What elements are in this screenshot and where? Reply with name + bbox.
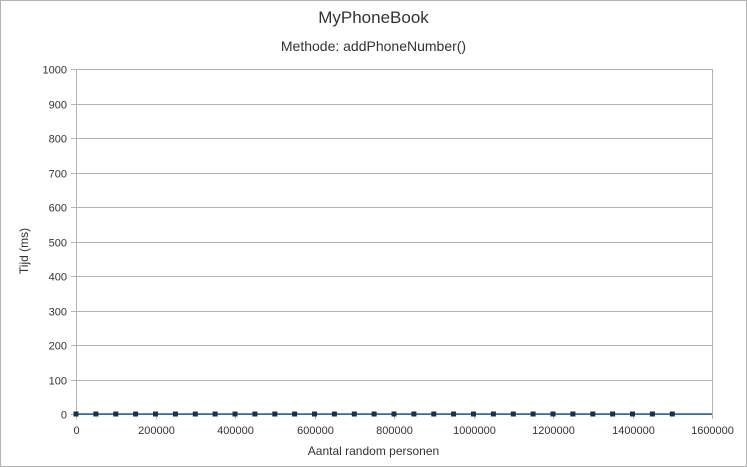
x-tick-label: 200000 <box>138 425 175 437</box>
data-point <box>331 411 337 417</box>
y-tick-label: 0 <box>61 410 67 422</box>
data-point <box>530 411 536 417</box>
y-tick-label: 700 <box>49 169 67 181</box>
series-group <box>73 411 712 417</box>
x-tick-label: 1200000 <box>532 425 575 437</box>
data-point <box>471 411 476 417</box>
x-tick-label: 600000 <box>297 425 334 437</box>
data-point <box>312 411 317 417</box>
y-tick-label: 200 <box>49 341 67 353</box>
data-point <box>252 411 258 417</box>
x-tick-label: 400000 <box>217 425 254 437</box>
data-point <box>292 411 298 417</box>
data-point <box>490 411 496 417</box>
x-tick-labels: 0 200000 400000 600000 800000 1000000 1200000 1… <box>73 425 733 437</box>
x-tick-label: 0 <box>73 425 79 437</box>
data-point <box>610 411 616 417</box>
data-point <box>391 411 397 417</box>
data-point <box>550 411 556 417</box>
axes <box>71 69 713 419</box>
y-tick-label: 400 <box>49 272 67 284</box>
y-tick-label: 1000 <box>43 65 67 77</box>
chart-title: MyPhoneBook <box>318 8 429 27</box>
y-tick-label: 100 <box>49 376 67 388</box>
y-tick-label: 900 <box>49 100 67 112</box>
data-point <box>133 411 139 417</box>
data-point <box>411 411 417 417</box>
data-point <box>570 411 576 417</box>
y-tick-labels: 0 100 200 300 400 500 600 700 800 900 1000 <box>43 65 67 422</box>
data-point <box>93 411 99 417</box>
x-axis-label: Aantal random personen <box>307 444 440 458</box>
data-point <box>451 411 457 417</box>
data-point <box>232 411 238 417</box>
data-point <box>510 411 516 417</box>
data-point <box>73 411 79 417</box>
data-point <box>351 411 357 417</box>
y-tick-label: 800 <box>49 134 67 146</box>
data-point <box>371 411 377 417</box>
data-point <box>272 411 278 417</box>
data-point <box>192 411 198 417</box>
grid-lines <box>76 69 712 415</box>
data-point <box>649 411 655 417</box>
y-tick-label: 500 <box>49 238 67 250</box>
data-point <box>172 411 178 417</box>
data-point <box>113 411 119 417</box>
x-tick-label: 800000 <box>376 425 413 437</box>
y-tick-label: 600 <box>49 203 67 215</box>
data-point <box>590 411 596 417</box>
data-point <box>669 411 675 417</box>
x-tick-label: 1000000 <box>453 425 496 437</box>
x-tick-label: 1400000 <box>612 425 655 437</box>
data-point <box>212 411 218 417</box>
data-point <box>153 411 158 417</box>
data-point <box>431 411 437 417</box>
data-point <box>630 411 635 417</box>
chart-subtitle: Methode: addPhoneNumber() <box>280 38 467 54</box>
y-tick-label: 300 <box>49 307 67 319</box>
x-tick-label: 1600000 <box>691 425 734 437</box>
